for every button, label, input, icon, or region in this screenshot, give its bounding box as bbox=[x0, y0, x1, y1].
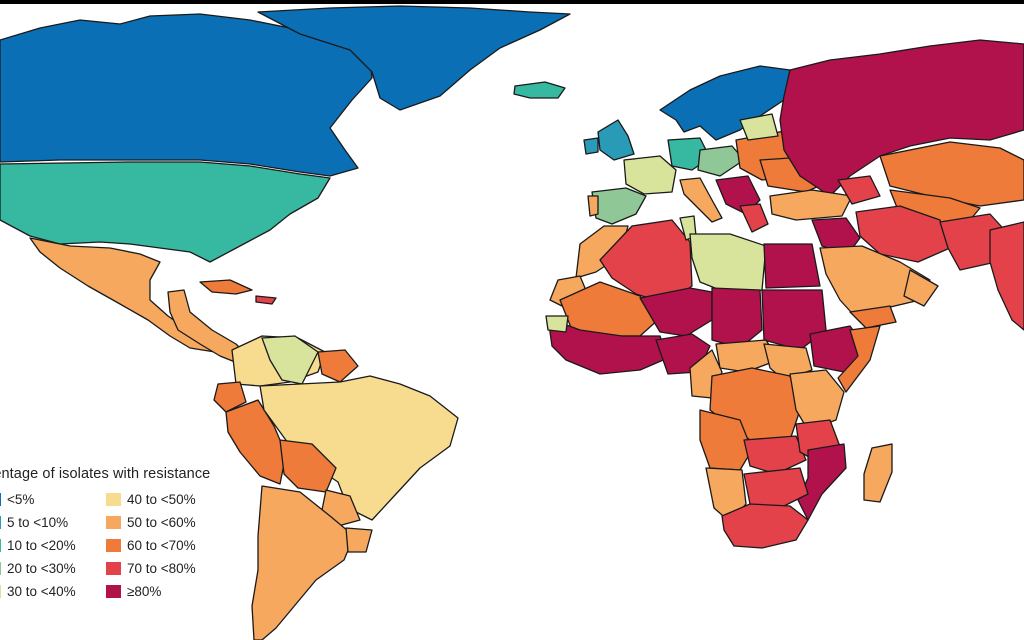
region-caribbean bbox=[199, 279, 253, 295]
legend-item: 30 to <40% bbox=[0, 582, 106, 601]
legend-item: 40 to <50% bbox=[106, 490, 256, 509]
legend-swatch bbox=[0, 539, 1, 552]
legend-swatch bbox=[106, 493, 121, 506]
region-uruguay bbox=[345, 527, 373, 553]
region-russia bbox=[779, 39, 1024, 197]
region-east-africa bbox=[789, 369, 845, 431]
legend-swatch bbox=[106, 562, 121, 575]
region-canada bbox=[0, 13, 373, 177]
region-madagascar bbox=[863, 443, 893, 503]
legend-item: ≥80% bbox=[106, 582, 256, 601]
legend-swatch bbox=[0, 562, 1, 575]
region-south-africa bbox=[721, 503, 809, 549]
legend-item: 5 to <10% bbox=[0, 513, 106, 532]
legend-swatch bbox=[0, 516, 1, 529]
region-iberia bbox=[591, 187, 647, 225]
region-central-europe bbox=[697, 145, 745, 177]
region-saudi-arabia bbox=[819, 245, 931, 323]
legend-label: 5 to <10% bbox=[7, 515, 69, 530]
region-oman bbox=[903, 269, 939, 307]
region-chile-argentina bbox=[251, 485, 355, 640]
region-caucasus bbox=[837, 175, 881, 205]
region-egypt bbox=[763, 243, 821, 289]
legend-swatch bbox=[0, 585, 1, 598]
region-west-africa bbox=[547, 317, 669, 375]
region-india bbox=[989, 221, 1024, 331]
region-iceland bbox=[513, 81, 566, 99]
legend-item: 20 to <30% bbox=[0, 559, 106, 578]
map-legend: centage of isolates with resistance <5% … bbox=[0, 466, 286, 601]
region-uk bbox=[597, 119, 635, 161]
region-algeria bbox=[599, 219, 693, 305]
region-france bbox=[623, 155, 677, 195]
legend-title: centage of isolates with resistance bbox=[0, 466, 211, 482]
region-iran bbox=[855, 205, 951, 263]
region-zambia bbox=[743, 435, 807, 475]
legend-item: 50 to <60% bbox=[106, 513, 256, 532]
legend-label: 50 to <60% bbox=[127, 515, 196, 530]
region-turkey bbox=[769, 189, 853, 221]
region-portugal bbox=[587, 195, 599, 217]
region-mozambique bbox=[797, 443, 847, 521]
legend-label: 40 to <50% bbox=[127, 492, 196, 507]
region-car bbox=[715, 339, 779, 373]
region-yemen bbox=[849, 305, 897, 329]
legend-swatch bbox=[106, 585, 121, 598]
legend-item: 70 to <80% bbox=[106, 559, 256, 578]
region-italy bbox=[679, 177, 723, 223]
region-baltic bbox=[739, 113, 779, 141]
region-greenland bbox=[257, 5, 571, 111]
legend-label: 60 to <70% bbox=[127, 538, 196, 553]
region-greece bbox=[739, 203, 769, 233]
region-caribbean-east bbox=[255, 295, 277, 305]
region-suriname bbox=[317, 349, 359, 383]
region-senegal bbox=[545, 315, 569, 333]
legend-label: 20 to <30% bbox=[7, 561, 76, 576]
legend-grid: <5% 40 to <50% 5 to <10% 50 to <60% 10 t… bbox=[0, 490, 286, 601]
legend-item: 10 to <20% bbox=[0, 536, 106, 555]
region-botswana-zimbabwe bbox=[743, 467, 809, 509]
region-niger bbox=[639, 287, 713, 337]
region-somalia bbox=[837, 325, 881, 393]
region-kazakhstan bbox=[879, 141, 1024, 207]
legend-swatch bbox=[106, 539, 121, 552]
legend-label: ≥80% bbox=[127, 584, 162, 599]
top-border bbox=[0, 0, 1024, 4]
legend-item: 60 to <70% bbox=[106, 536, 256, 555]
region-chad bbox=[711, 287, 763, 349]
legend-item: <5% bbox=[0, 490, 106, 509]
legend-label: 30 to <40% bbox=[7, 584, 76, 599]
legend-swatch bbox=[106, 516, 121, 529]
legend-label: 70 to <80% bbox=[127, 561, 196, 576]
region-libya bbox=[689, 233, 767, 295]
legend-swatch bbox=[0, 493, 1, 506]
legend-label: <5% bbox=[7, 492, 35, 507]
legend-label: 10 to <20% bbox=[7, 538, 76, 553]
region-ecuador bbox=[213, 381, 247, 413]
region-ireland bbox=[583, 137, 599, 155]
